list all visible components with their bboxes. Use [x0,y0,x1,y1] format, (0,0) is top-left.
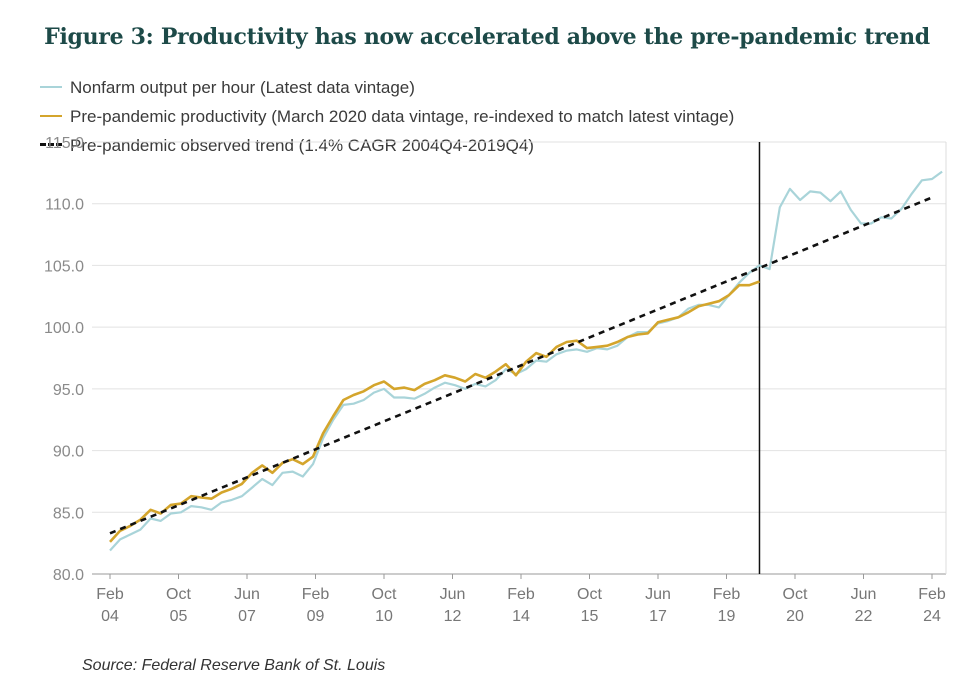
x-tick-label-year: 17 [649,608,667,625]
x-tick-label-month: Oct [577,586,602,603]
x-tick-label-year: 20 [786,608,804,625]
x-tick-label-year: 07 [238,608,256,625]
legend-item-nonfarm: Nonfarm output per hour (Latest data vin… [40,78,415,97]
x-tick-label-month: Jun [645,586,671,603]
chart-title: Figure 3: Productivity has now accelerat… [44,24,930,50]
y-tick-label: 105.0 [44,258,84,275]
x-tick-label-year: 24 [923,608,941,625]
x-tick-label-year: 10 [375,608,393,625]
x-tick-label-year: 15 [581,608,599,625]
x-tick-labels: Feb 04 Oct 05 Jun 07 Feb 09 Oct 10 Jun 12 Feb 14 Oct 15… [96,574,946,625]
x-tick-label-year: 05 [170,608,188,625]
x-tick-label-year: 22 [855,608,873,625]
legend-label-nonfarm: Nonfarm output per hour (Latest data vin… [70,78,415,97]
gridlines [92,141,947,575]
legend-swatch-nonfarm [40,85,62,88]
y-tick-label: 110.0 [45,197,84,214]
x-tick-label-year: 04 [101,608,119,625]
legend-item-prepandemic: Pre-pandemic productivity (March 2020 da… [40,107,734,126]
x-tick-label-month: Feb [918,586,946,603]
x-tick-label-year: 12 [444,608,462,625]
x-tick-label-month: Oct [166,586,191,603]
x-tick-label-year: 09 [307,608,325,625]
x-tick-label-month: Jun [440,586,466,603]
series-line-prepandemic [109,280,760,543]
y-tick-labels: 80.0 85.0 90.0 95.0 100.0 105.0 110.0 115.0 [44,135,84,584]
source-note: Source: Federal Reserve Bank of St. Loui… [82,657,386,674]
legend-label-trend: Pre-pandemic observed trend (1.4% CAGR 2… [70,136,534,155]
x-tick-label-year: 19 [718,608,736,625]
x-tick-label-month: Jun [234,586,260,603]
legend: Nonfarm output per hour (Latest data vin… [40,73,940,160]
series-line-trend [109,196,933,535]
x-tick-label-month: Jun [851,586,877,603]
legend-swatch-trend [40,143,62,147]
x-tick-label-month: Oct [783,586,808,603]
x-tick-label-month: Feb [507,586,535,603]
y-tick-label: 90.0 [53,444,84,461]
series-lines [109,142,943,574]
y-tick-label: 80.0 [53,567,84,584]
x-tick-label-year: 14 [512,608,530,625]
y-tick-label: 100.0 [44,320,84,337]
legend-swatch-prepandemic [40,114,62,117]
x-tick-label-month: Feb [96,586,124,603]
legend-item-trend: Pre-pandemic observed trend (1.4% CAGR 2… [40,136,534,155]
x-tick-label-month: Feb [713,586,741,603]
y-tick-label: 115.0 [45,135,84,152]
x-tick-label-month: Feb [302,586,330,603]
y-tick-label: 95.0 [53,382,84,399]
legend-label-prepandemic: Pre-pandemic productivity (March 2020 da… [70,107,735,126]
y-tick-label: 85.0 [53,505,84,522]
x-tick-label-month: Oct [372,586,397,603]
series-line-nonfarm [109,170,943,552]
